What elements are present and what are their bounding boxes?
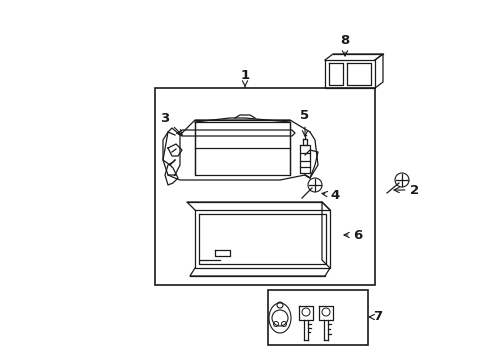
Text: 2: 2: [393, 184, 419, 197]
Text: 5: 5: [300, 108, 309, 136]
Text: 6: 6: [344, 229, 362, 242]
Text: 7: 7: [368, 310, 382, 324]
Bar: [267, 290, 367, 345]
Text: 3: 3: [160, 112, 182, 135]
Text: 1: 1: [240, 68, 249, 87]
Text: 4: 4: [321, 189, 339, 202]
Ellipse shape: [268, 303, 290, 333]
Bar: [155, 88, 374, 285]
Text: 8: 8: [340, 33, 349, 56]
